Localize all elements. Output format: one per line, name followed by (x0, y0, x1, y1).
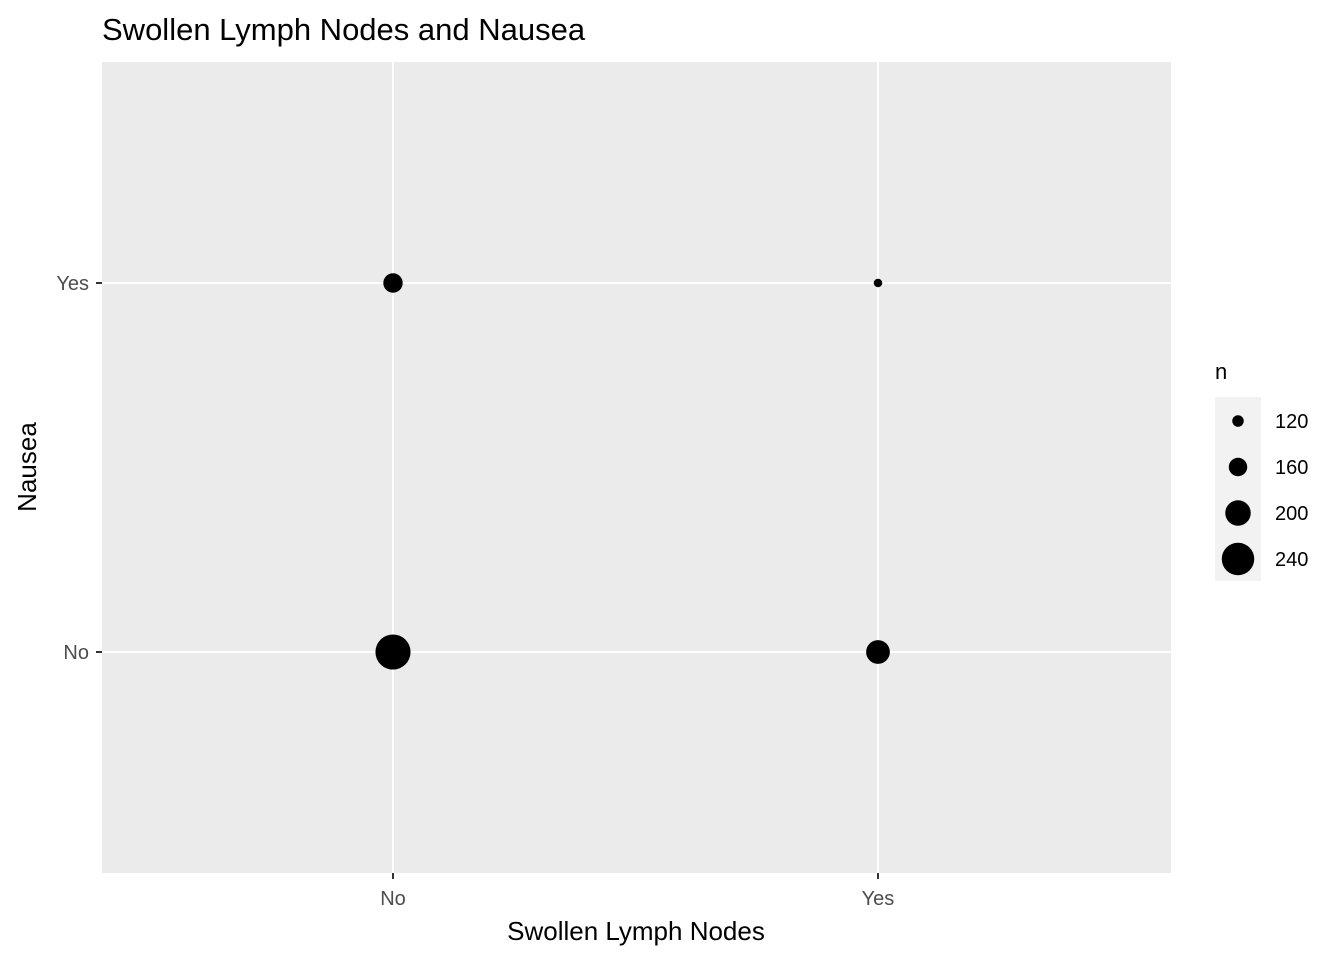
size-legend: n 120 160 200 240 (1215, 359, 1308, 581)
legend-key-160 (1228, 457, 1248, 477)
data-point (866, 640, 890, 664)
chart-title: Swollen Lymph Nodes and Nausea (102, 12, 586, 47)
y-tick-label: No (63, 642, 89, 664)
legend-key-200 (1225, 500, 1251, 526)
legend-label-160: 160 (1275, 457, 1308, 479)
legend-label-200: 200 (1275, 503, 1308, 525)
data-points (375, 273, 890, 670)
data-point (375, 634, 411, 670)
plot-panel (102, 62, 1171, 873)
axis-ticks: No Yes No Yes (56, 273, 894, 910)
legend-label-240: 240 (1275, 549, 1308, 571)
legend-key-240 (1221, 542, 1255, 576)
y-tick-label: Yes (56, 273, 89, 295)
legend-title: n (1215, 359, 1227, 384)
data-point (383, 273, 403, 293)
x-axis-title: Swollen Lymph Nodes (507, 916, 765, 946)
gridlines (102, 62, 1171, 873)
data-point (873, 278, 883, 288)
y-axis-title: Nausea (12, 422, 42, 512)
x-tick-label: No (380, 888, 406, 910)
legend-entries: 120 160 200 240 (1221, 411, 1308, 576)
x-tick-label: Yes (862, 888, 895, 910)
legend-key-120 (1232, 415, 1244, 427)
legend-label-120: 120 (1275, 411, 1308, 433)
